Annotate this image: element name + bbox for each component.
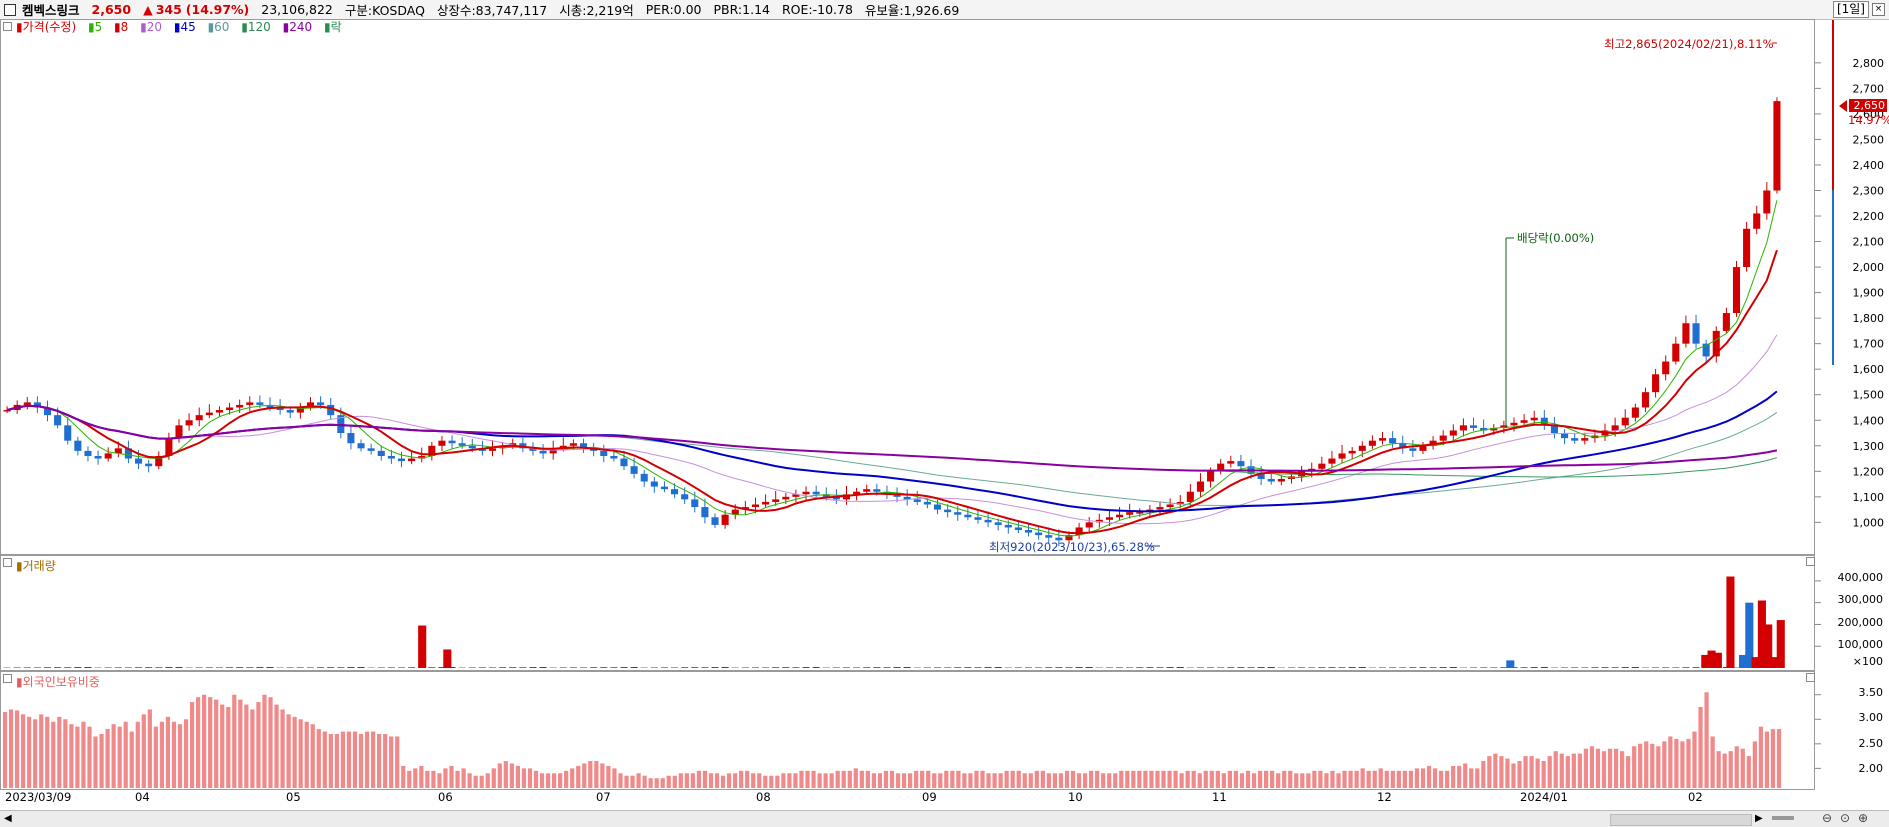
listed-shares: 상장수:83,747,117 [437,0,547,19]
price-axis-label: 1,000 [1853,516,1885,529]
for-tick-350: 3.50 [1859,686,1884,699]
legend-ma240[interactable]: ▮240 [283,20,317,34]
window-menu-icon[interactable] [4,4,16,16]
x-label-jul: 07 [596,790,611,804]
current-price-tag: 2,650 [1849,99,1887,112]
market-cap: 시총:2,219억 [559,0,634,19]
zoom-in-icon[interactable]: ⊕ [1858,811,1868,825]
vol-tick-300k: 300,000 [1838,593,1884,606]
legend-ma20[interactable]: ▮20 [140,20,166,34]
price-axis-label: 1,100 [1853,491,1885,504]
for-tick-200: 2.00 [1859,762,1884,775]
foreign-panel-menu-icon[interactable] [3,674,12,683]
x-label-nov: 11 [1212,790,1227,804]
price-legend: ▮가격(수정) ▮5 ▮8 ▮20 ▮45 ▮60 ▮120 ▮240 ▮락 [16,18,350,35]
scroll-thumb[interactable] [1610,814,1752,826]
change-value: 345 [156,2,182,17]
scroll-left-icon[interactable]: ◀ [4,813,12,824]
roe-value: ROE:-10.78 [782,2,853,17]
price-axis-label: 1,600 [1853,363,1885,376]
volume-title: ▮거래량 [16,557,56,574]
x-label-apr: 04 [135,790,150,804]
zoom-slider-icon[interactable]: ═══ [1772,811,1794,825]
legend-ma45[interactable]: ▮45 [174,20,200,34]
for-tick-300: 3.00 [1859,711,1884,724]
legend-ma8[interactable]: ▮8 [114,20,132,34]
legend-ma60[interactable]: ▮60 [208,20,234,34]
price-axis-label: 2,700 [1853,82,1885,95]
x-label-oct: 10 [1068,790,1083,804]
price-axis-label: 1,700 [1853,338,1885,351]
volume-value: 23,106,822 [261,2,333,17]
price-pointer-icon [1839,100,1847,112]
market-type: 구분:KOSDAQ [345,0,425,19]
price-axis-label: 2,100 [1853,236,1885,249]
zoom-out-icon[interactable]: ⊖ [1822,811,1832,825]
period-selector[interactable]: [1일] [1833,1,1869,18]
low-annotation: 최저920(2023/10/23),65.28% [989,539,1155,555]
price-range-bar-low [1832,190,1834,365]
legend-ex[interactable]: ▮락 [324,20,346,34]
dividend-annotation: 배당락(0.00%) [1517,230,1594,246]
vol-tick-unit: ×100 [1853,655,1883,668]
volume-panel-max-icon[interactable] [1806,557,1815,566]
legend-ma5[interactable]: ▮5 [88,20,106,34]
for-tick-250: 2.50 [1859,737,1884,750]
x-label-jun: 06 [438,790,453,804]
foreign-panel [0,671,1815,790]
price-axis-label: 2,200 [1853,210,1885,223]
price-axis-label: 1,900 [1853,287,1885,300]
reserve-ratio: 유보율:1,926.69 [865,0,959,19]
price-axis-label: 2,300 [1853,184,1885,197]
price-axis-label: 1,300 [1853,440,1885,453]
legend-price[interactable]: ▮가격(수정) [16,20,80,34]
current-pct-tag: 14.97% [1848,113,1889,127]
price-axis-label: 2,800 [1853,57,1885,70]
volume-panel-menu-icon[interactable] [3,558,12,567]
price-panel [0,19,1815,555]
stock-name[interactable]: 켐벡스링크 [22,0,80,19]
x-label-feb: 02 [1688,790,1703,804]
high-annotation: 최고2,865(2024/02/21),8.11% [1604,36,1774,52]
price-axis-label: 1,500 [1853,389,1885,402]
price-axis-label: 2,500 [1853,133,1885,146]
foreign-panel-max-icon[interactable] [1806,673,1815,682]
zoom-reset-icon[interactable]: ⊙ [1840,811,1850,825]
current-price: 2,650 [92,2,132,17]
x-label-aug: 08 [756,790,771,804]
pbr-value: PBR:1.14 [714,2,770,17]
x-label-sep: 09 [922,790,937,804]
price-axis-label: 1,400 [1853,414,1885,427]
x-label-may: 05 [286,790,301,804]
stock-info-bar: 켐벡스링크 2,650 ▲ 345 (14.97%) 23,106,822 구분… [0,0,1889,20]
price-axis-label: 2,000 [1853,261,1885,274]
price-axis-label: 1,200 [1853,465,1885,478]
change-percent: (14.97%) [186,2,250,17]
x-label-jan: 2024/01 [1520,790,1568,804]
panel-menu-icon[interactable] [3,22,12,31]
vol-tick-400k: 400,000 [1838,571,1884,584]
per-value: PER:0.00 [646,2,702,17]
price-axis-label: 1,800 [1853,312,1885,325]
volume-panel [0,555,1815,671]
vol-tick-100k: 100,000 [1838,638,1884,651]
change-up-arrow-icon: ▲ [143,2,153,17]
horizontal-scrollbar[interactable]: ◀ ▶ ═══ ⊖ ⊙ ⊕ [0,810,1889,827]
foreign-title: ▮외국인보유비중 [16,673,100,690]
vol-tick-200k: 200,000 [1838,616,1884,629]
scroll-right-icon[interactable]: ▶ [1755,813,1763,824]
price-range-bar [1832,20,1834,190]
legend-ma120[interactable]: ▮120 [241,20,275,34]
close-icon[interactable]: × [1872,3,1885,16]
x-label-dec: 12 [1377,790,1392,804]
price-axis-label: 2,400 [1853,159,1885,172]
x-label-start: 2023/03/09 [5,790,71,804]
